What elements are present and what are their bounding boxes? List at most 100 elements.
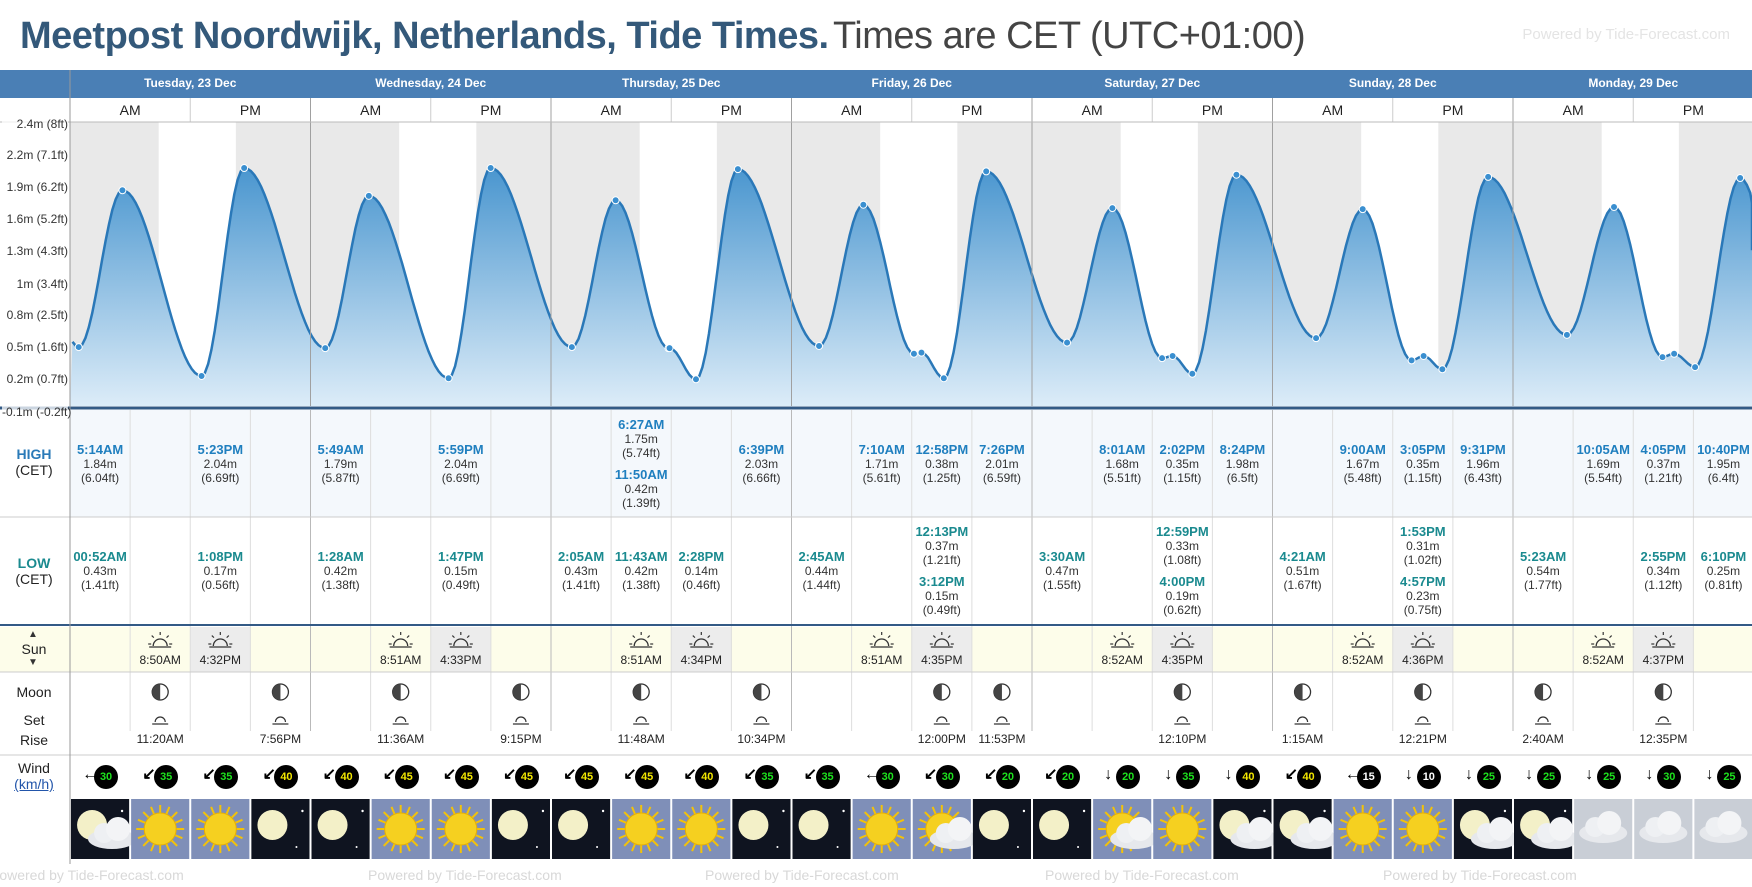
am-label: AM <box>841 102 863 118</box>
tide-high-height-m: 2.04m <box>444 456 478 471</box>
weather-label-bg <box>0 799 70 859</box>
am-label: AM <box>119 102 141 118</box>
tide-high-height-m: 1.75m <box>624 431 658 446</box>
wind-speed-badge: 40 <box>274 765 299 789</box>
tide-high-height-ft: (6.5ft) <box>1226 470 1259 485</box>
powered-by-footer: Powered by Tide-Forecast.com Powered by … <box>0 864 1752 887</box>
wind-unit-link[interactable]: (km/h) <box>14 776 54 792</box>
tide-low-height-m: 0.51m <box>1285 563 1320 578</box>
tide-point-low <box>1562 330 1571 339</box>
day-header: Monday, 29 Dec <box>1588 76 1679 90</box>
sun-icon <box>431 799 490 859</box>
tide-point-low <box>1158 354 1167 363</box>
moon-time: 1:15AM <box>1281 732 1324 746</box>
tide-low-time: 5:23AM <box>1519 548 1567 564</box>
tide-high-height-ft: (6.69ft) <box>441 470 480 485</box>
tide-low-height-ft: (1.41ft) <box>562 577 601 592</box>
tide-point-high <box>1610 202 1619 211</box>
moon-phase-icon <box>1293 683 1312 701</box>
tide-point-high <box>1358 205 1367 214</box>
tide-low-height-m: 0.33m <box>1165 538 1199 553</box>
tide-point-high <box>982 167 991 176</box>
tide-low-height-m: 0.25m <box>1706 563 1741 578</box>
sunrise-icon <box>869 632 894 648</box>
wind-direction-icon: ↙ <box>563 766 577 783</box>
moon-label: Moon <box>16 684 52 700</box>
tide-point-high <box>118 186 127 195</box>
tide-high-time: 8:24PM <box>1219 441 1266 457</box>
tide-point-high <box>1168 351 1177 360</box>
tide-point-low <box>567 343 576 352</box>
moonset-icon <box>152 716 169 725</box>
moonset-icon <box>1294 716 1311 725</box>
wind-speed-badge: 45 <box>454 765 479 789</box>
tide-high-time: 10:40PM <box>1697 441 1750 457</box>
tide-high-height-ft: (6.04ft) <box>81 470 120 485</box>
wind-direction-icon: ↙ <box>142 766 156 783</box>
wind-speed-badge: 20 <box>1056 765 1081 789</box>
tide-high-height-m: 2.04m <box>203 456 237 471</box>
y-axis-label: 1m (3.4ft) <box>2 276 68 291</box>
tide-high-height-ft: (6.4ft) <box>1707 470 1740 485</box>
tide-point-low <box>321 344 330 353</box>
sun-icon <box>1393 799 1452 859</box>
tide-low-time: 4:00PM <box>1159 573 1206 589</box>
tide-high-time: 5:59PM <box>438 441 484 457</box>
tide-high-time: 6:27AM <box>618 416 665 432</box>
wind-direction-icon: ↙ <box>262 766 276 783</box>
tide-point-low <box>197 371 206 380</box>
sunset-icon <box>689 632 714 648</box>
tide-point-low <box>1658 353 1667 362</box>
sun-rise-time: 8:52AM <box>1342 653 1384 667</box>
wind-direction-icon: ↙ <box>502 766 517 783</box>
tide-point-high <box>240 164 249 173</box>
moon-phase-icon <box>993 683 1011 701</box>
am-label: AM <box>1081 102 1103 118</box>
pm-label: PM <box>239 102 261 118</box>
wind-direction-icon: ↓ <box>1464 766 1473 783</box>
powered-footer-5: Powered by Tide-Forecast.com <box>1383 867 1577 883</box>
am-label: AM <box>600 102 622 118</box>
tide-high-height-ft: (6.69ft) <box>201 470 240 485</box>
tide-low-height-ft: (0.56ft) <box>201 577 240 592</box>
tide-high-height-ft: (6.59ft) <box>982 470 1021 485</box>
wind-speed-badge: 30 <box>1657 765 1682 789</box>
tide-low-height-ft: (1.55ft) <box>1043 577 1082 592</box>
tide-high-time: 9:31PM <box>1460 441 1506 457</box>
moon-phase-icon <box>151 683 169 701</box>
moon-icon <box>491 799 550 859</box>
tide-low-time: 4:57PM <box>1400 573 1446 589</box>
wind-speed-badge: 25 <box>1537 765 1562 789</box>
wind-direction-icon: ↙ <box>1044 766 1058 783</box>
sunrise-icon <box>1591 632 1616 648</box>
am-label: AM <box>1322 102 1344 118</box>
moonset-icon <box>1414 716 1431 725</box>
pm-label: PM <box>480 102 502 118</box>
wind-direction-icon: ↓ <box>1404 766 1413 783</box>
moon-phase-icon <box>271 683 290 701</box>
tide-high-height-m: 1.98m <box>1225 456 1260 471</box>
tide-high-height-m: 2.03m <box>744 456 779 471</box>
tide-low-time: 2:45AM <box>798 548 845 564</box>
tide-high-height-ft: (1.39ft) <box>622 495 661 510</box>
tide-point-high <box>364 191 373 200</box>
low-label: LOW <box>17 555 51 571</box>
sun-icon <box>191 799 250 859</box>
tide-low-height-m: 0.54m <box>1526 563 1560 578</box>
cloud-icon <box>1574 799 1633 859</box>
tide-high-height-ft: (5.54ft) <box>1584 470 1623 485</box>
tide-high-time: 5:14AM <box>76 441 124 457</box>
moonset-icon <box>1174 716 1191 725</box>
high-row-bg <box>70 410 1752 517</box>
wind-direction-icon: ↙ <box>803 766 817 783</box>
sun-set-time: 4:34PM <box>680 653 722 667</box>
tide-high-height-m: 1.67m <box>1346 456 1380 471</box>
tide-high-height-m: 1.69m <box>1586 456 1620 471</box>
sunrise-icon <box>1350 632 1375 648</box>
wind-speed-badge: 40 <box>334 765 359 789</box>
sun-rise-time: 8:51AM <box>620 653 662 667</box>
wind-speed-badge: 30 <box>875 765 900 789</box>
tide-high-height-ft: (5.87ft) <box>321 470 360 485</box>
ampm-bar <box>0 98 1752 122</box>
tide-high-time: 2:02PM <box>1159 441 1206 457</box>
